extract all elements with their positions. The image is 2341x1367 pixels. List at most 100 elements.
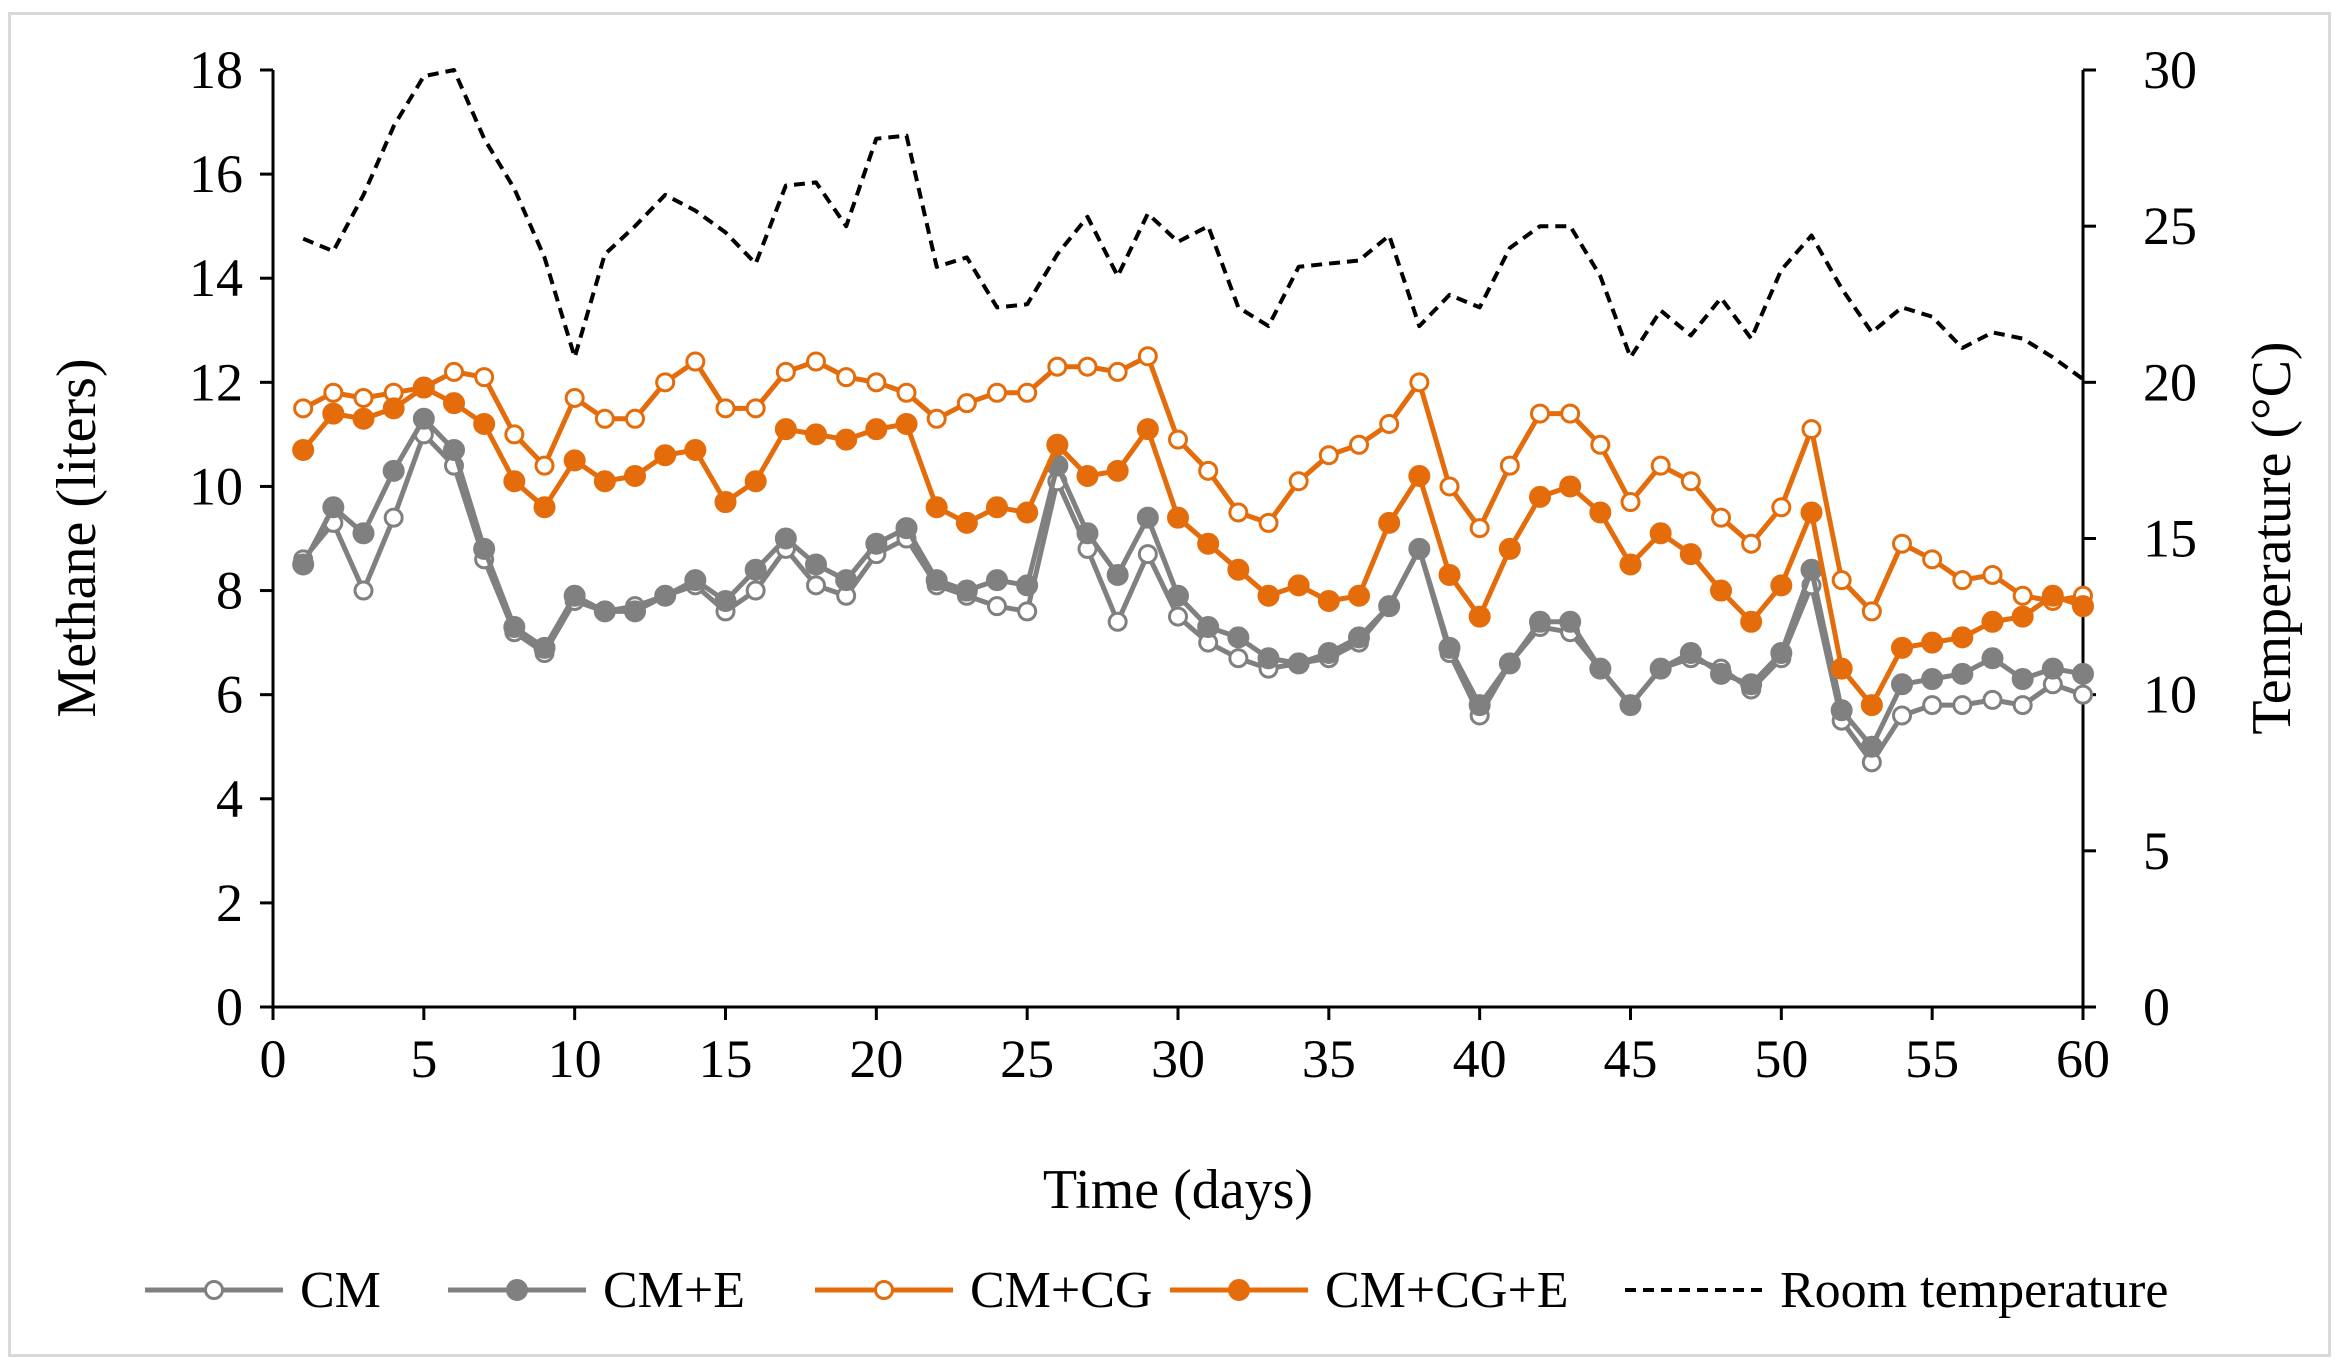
legend-label-room-temperature: Room temperature [1780,1262,2168,1319]
legend-entry-cm-cg-e: CM+CG+E [1170,1262,1569,1319]
data-point-cm-e [322,496,345,519]
y-tick-label: 0 [216,977,243,1037]
data-point-cm-e [1348,626,1370,649]
data-point-cm-e [1770,642,1793,665]
legend-marker-cm-cg [874,1280,894,1300]
data-point-cm-cg [775,361,796,382]
data-point-cm-cg [655,372,676,393]
series-line-room-temperature [302,68,2085,381]
data-point-cm [1017,601,1038,622]
data-point-cm-cg-e [563,449,586,472]
data-point-cm-cg [1258,512,1279,533]
data-point-cm-cg-e [412,376,435,399]
data-point-cm-cg-e [1679,543,1702,566]
data-point-cm-e [1408,537,1431,560]
x-tick-label: 20 [849,1029,903,1089]
data-point-cm-cg-e [2011,605,2034,628]
data-point-cm-cg-e [1257,584,1280,607]
y2-ticks: 0 5 10 15 20 25 30 [2083,40,2197,1037]
data-point-cm-cg [1771,497,1792,518]
data-point-cm-cg-e [1589,501,1612,524]
data-point-cm-e [1227,626,1250,649]
data-point-cm-cg-e [684,439,707,462]
data-point-cm-e [1559,610,1582,633]
data-point-cm-cg [1560,403,1581,424]
y-tick-label: 14 [189,248,243,308]
y2-tick-label: 0 [2143,977,2170,1037]
data-point-cm-cg-e [835,428,858,451]
data-point-cm-cg [1409,372,1430,393]
y2-tick-label: 10 [2143,665,2197,725]
data-point-cm-cg [1318,445,1339,466]
legend-label-cm: CM [300,1262,381,1319]
data-point-cm-e [1951,662,1974,685]
data-point-cm-e [1317,642,1340,665]
data-point-cm-cg-e [1076,465,1099,488]
data-point-cm-e [1378,595,1401,618]
data-point-cm-cg-e [925,496,948,519]
data-point-cm-cg-e [1830,657,1853,680]
data-point-cm-e [835,569,858,592]
data-point-cm-e [624,600,646,623]
data-point-cm-e [744,558,767,581]
data-point-cm-e [925,569,948,592]
data-point-cm-cg-e [714,491,737,514]
data-point-cm-cg [715,398,736,419]
data-point-cm-cg-e [1649,522,1672,545]
series-cm-cg-e [292,376,2094,717]
data-point-cm-cg [1137,346,1158,367]
data-point-cm-e [1468,694,1491,717]
x-tick-label: 45 [1604,1029,1658,1089]
data-point-cm-cg [1952,570,1973,591]
data-point-cm [1107,611,1128,632]
data-point-cm-cg [1801,419,1822,440]
data-point-cm-cg-e [382,397,405,420]
data-point-cm-cg-e [533,496,556,519]
data-point-cm-e [503,615,526,638]
data-point-cm-e [292,553,315,576]
x-tick-label: 5 [410,1029,437,1089]
data-point-cm-cg-e [865,418,888,441]
data-point-cm-cg [1922,549,1943,570]
data-point-cm-cg-e [1951,626,1974,649]
data-point-cm [745,580,766,601]
data-point-cm-e [1649,657,1672,680]
data-point-cm-e [1589,657,1612,680]
data-point-cm-e [352,522,375,545]
axes [271,70,2085,1009]
y-tick-label: 8 [216,561,243,621]
data-point-cm [1982,689,2003,710]
data-point-cm-cg [926,408,947,429]
data-point-cm-e [865,532,888,555]
data-point-cm [1952,695,1973,716]
x-tick-label: 55 [1905,1029,1959,1089]
x-tick-label: 10 [548,1029,602,1089]
data-point-cm [1228,648,1249,669]
legend-entry-cm-cg: CM+CG [815,1262,1152,1319]
data-point-cm-e [1860,735,1883,758]
data-point-cm-cg-e [1800,501,1823,524]
data-point-cm-cg [2012,585,2033,606]
data-point-cm-cg [1499,455,1520,476]
data-point-cm-cg [293,398,314,419]
data-point-cm-cg [1168,429,1188,450]
data-point-cm-cg [564,387,585,408]
data-point-cm-e [895,517,918,540]
y-tick-label: 16 [189,144,243,204]
data-point-cm [1168,606,1188,627]
legend: CM CM+E CM+CG CM+CG+E Room temperature [145,1262,2168,1319]
data-point-cm-cg [866,372,887,393]
data-point-cm-e [955,579,978,602]
data-point-cm-cg [323,382,344,403]
data-point-cm-cg [1831,570,1852,591]
legend-entry-room-temperature: Room temperature [1625,1262,2168,1319]
data-point-cm-cg [1439,476,1460,497]
y2-tick-label: 15 [2143,509,2197,569]
data-point-cm-cg [1741,533,1762,554]
data-point-cm-e [714,589,737,612]
data-point-cm-e [1619,694,1642,717]
data-point-cm-e [1740,673,1763,696]
data-point-cm-cg-e [1438,563,1461,586]
data-point-cm [987,596,1007,617]
data-point-cm-cg-e [1981,610,2004,633]
